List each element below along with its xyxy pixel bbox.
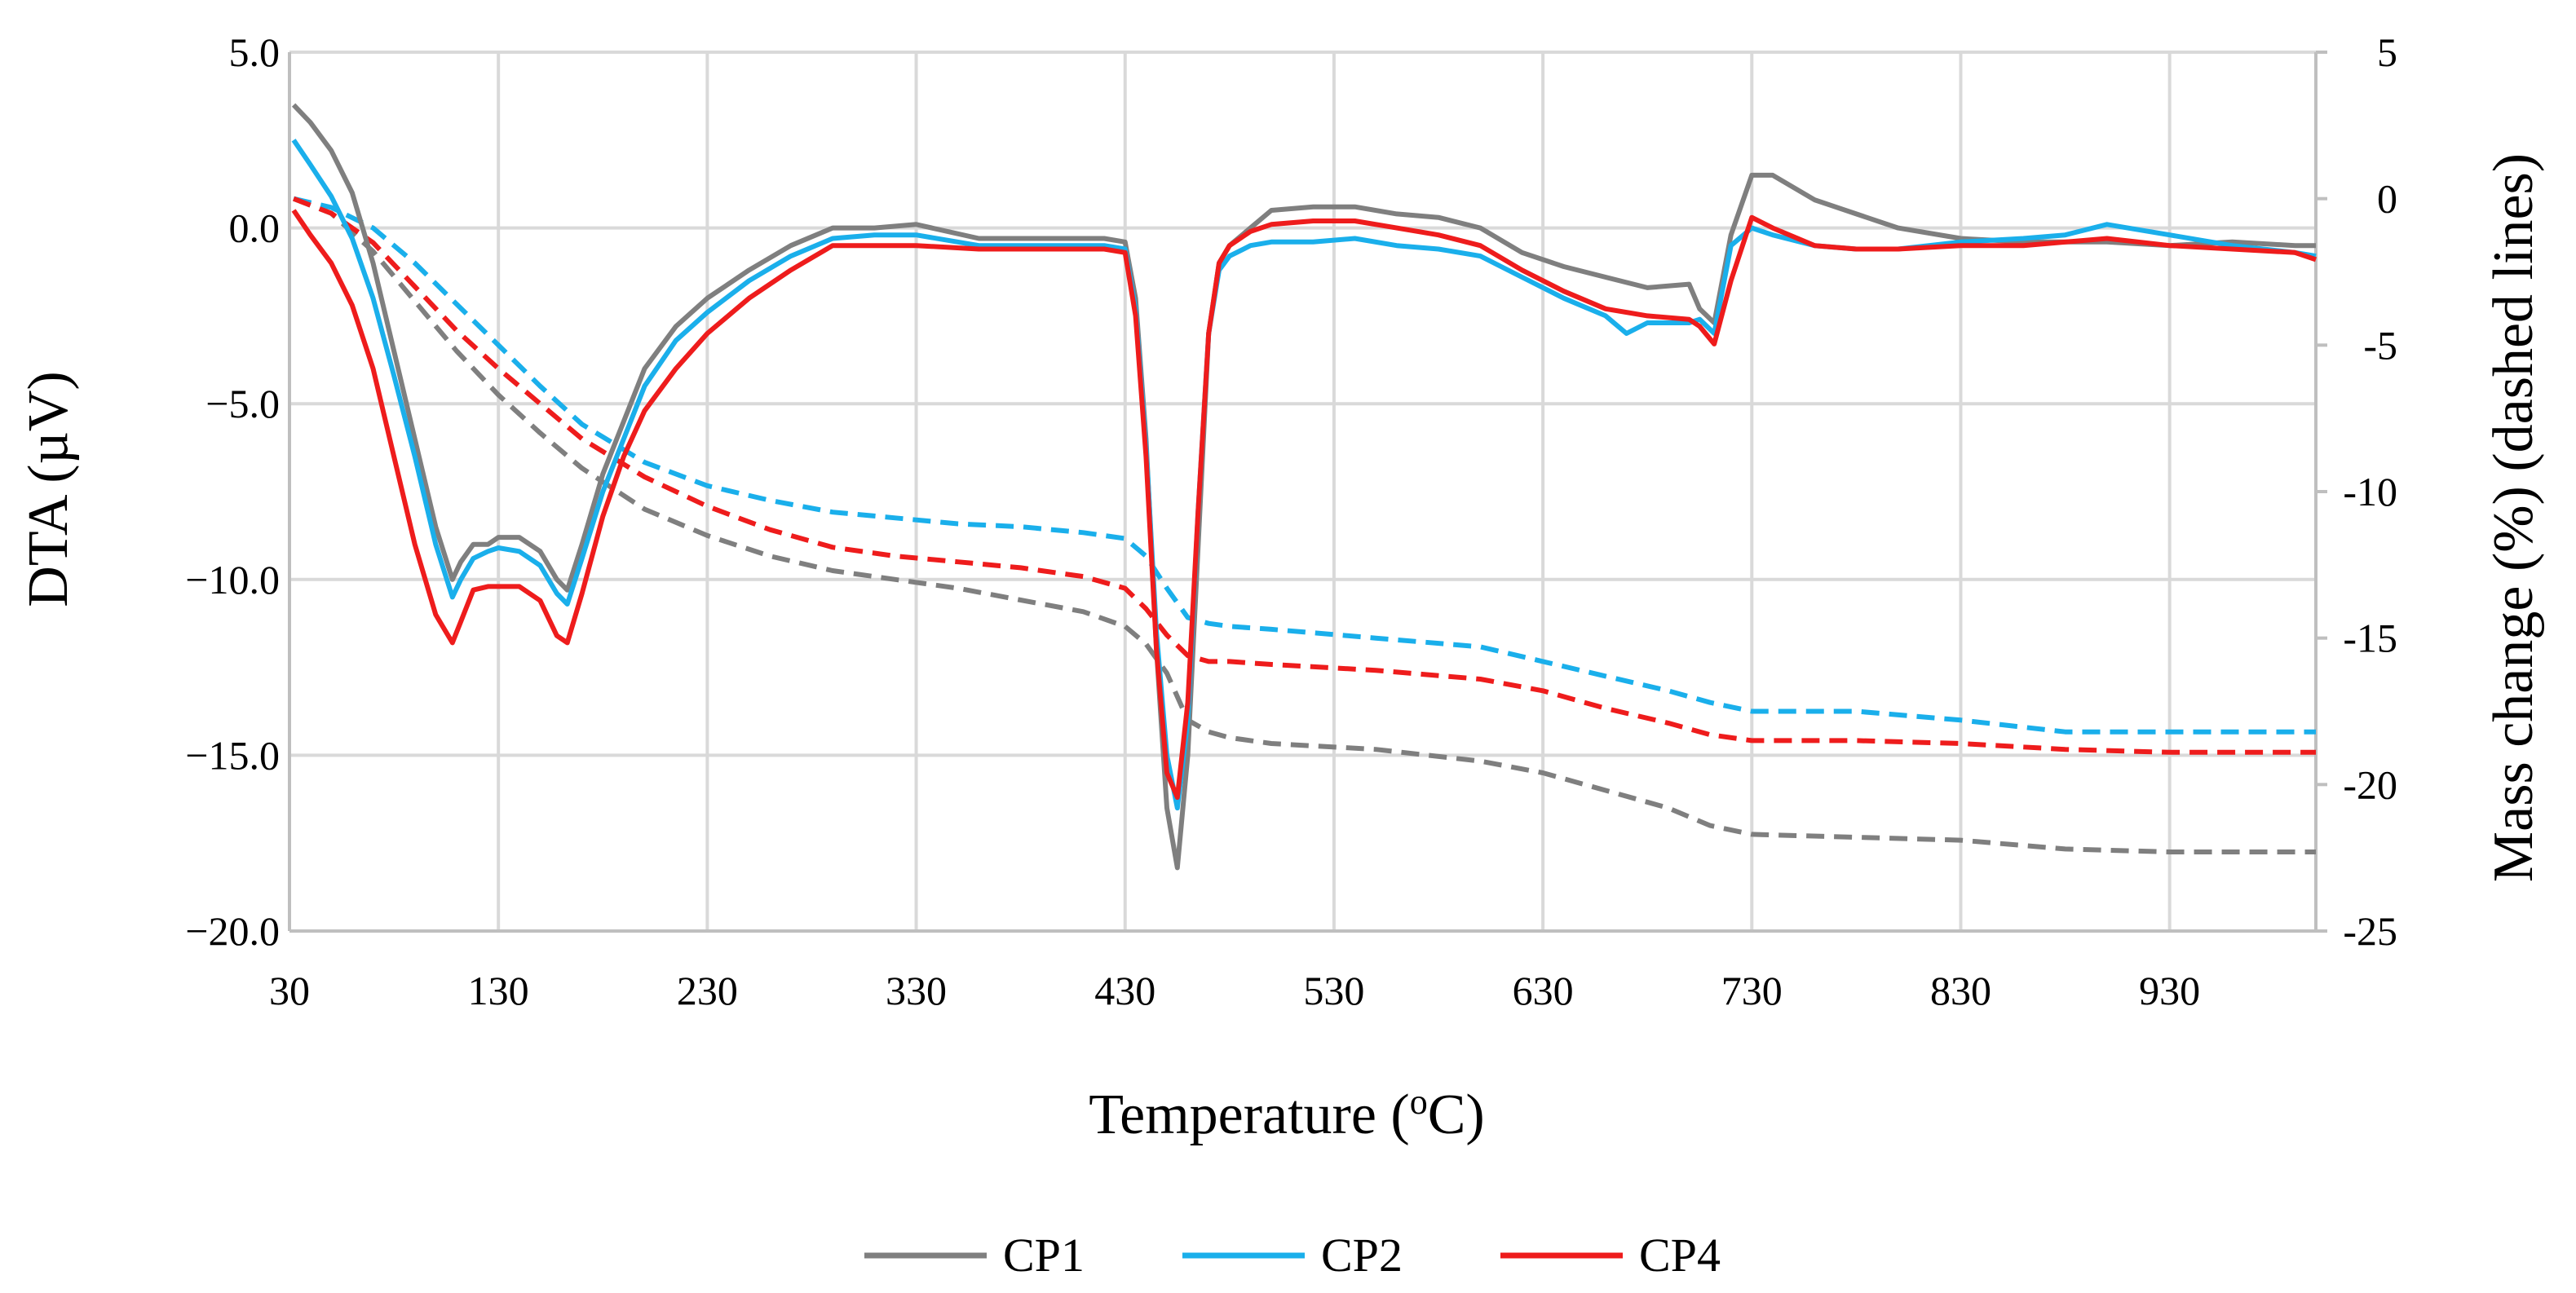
left-axis-tick-labels: 5.0 0.0 −5.0 −10.0 −15.0 −20.0 [185, 29, 280, 954]
legend-label-cp2: CP2 [1321, 1229, 1403, 1282]
dta-line-cp2 [291, 139, 2317, 811]
y-right-tick-label: -15 [2343, 616, 2397, 661]
y-right-tick-label: 0 [2377, 176, 2397, 222]
mass-line-cp2 [293, 196, 2316, 735]
y-right-tick-label: 5 [2377, 29, 2397, 75]
x-tick-label: 430 [1094, 968, 1155, 1013]
mass-change-lines [293, 196, 2316, 854]
legend-item-cp1: CP1 [864, 1229, 1085, 1282]
legend-item-cp2: CP2 [1182, 1229, 1403, 1282]
right-axis-tick-labels: 5 0 -5 -10 -15 -20 -25 [2343, 29, 2397, 954]
y-right-tick-label: -25 [2343, 908, 2397, 954]
y-left-tick-label: −20.0 [185, 908, 280, 954]
legend: CP1 CP2 CP4 [864, 1229, 1721, 1282]
mass-line-cp4 [293, 196, 2316, 755]
y-right-tick-label: -20 [2343, 761, 2397, 807]
y-left-tick-label: −5.0 [205, 381, 280, 426]
y-left-tick-label: 5.0 [229, 29, 281, 75]
y-axis-right-title: Mass change (%) (dashed lines) [2482, 153, 2545, 882]
dta-lines [291, 103, 2317, 871]
y-left-tick-label: −10.0 [185, 557, 280, 602]
axes [288, 51, 2327, 933]
dta-line-cp4 [291, 209, 2317, 801]
x-axis-title: Temperature (oC) [1089, 1082, 1484, 1147]
x-tick-label: 230 [677, 968, 738, 1013]
x-tick-label: 930 [2139, 968, 2200, 1013]
x-tick-label: 330 [886, 968, 947, 1013]
y-left-tick-label: −15.0 [185, 732, 280, 778]
x-tick-label: 830 [1930, 968, 1991, 1013]
mass-line-cp1 [293, 196, 2316, 854]
x-tick-label: 530 [1303, 968, 1364, 1013]
x-tick-label: 630 [1513, 968, 1574, 1013]
gridlines [289, 51, 2316, 933]
x-tick-label: 130 [468, 968, 529, 1013]
legend-label-cp4: CP4 [1639, 1229, 1721, 1282]
y-right-tick-label: -5 [2363, 322, 2397, 368]
y-axis-left-title: DTA (µV) [17, 371, 80, 607]
y-right-tick-label: -10 [2343, 469, 2397, 514]
x-axis-tick-labels: 30 130 230 330 430 530 630 730 830 930 [269, 968, 2200, 1013]
x-tick-label: 30 [269, 968, 310, 1013]
y-left-tick-label: 0.0 [229, 205, 281, 251]
legend-label-cp1: CP1 [1003, 1229, 1085, 1282]
legend-item-cp4: CP4 [1500, 1229, 1721, 1282]
x-tick-label: 730 [1721, 968, 1783, 1013]
